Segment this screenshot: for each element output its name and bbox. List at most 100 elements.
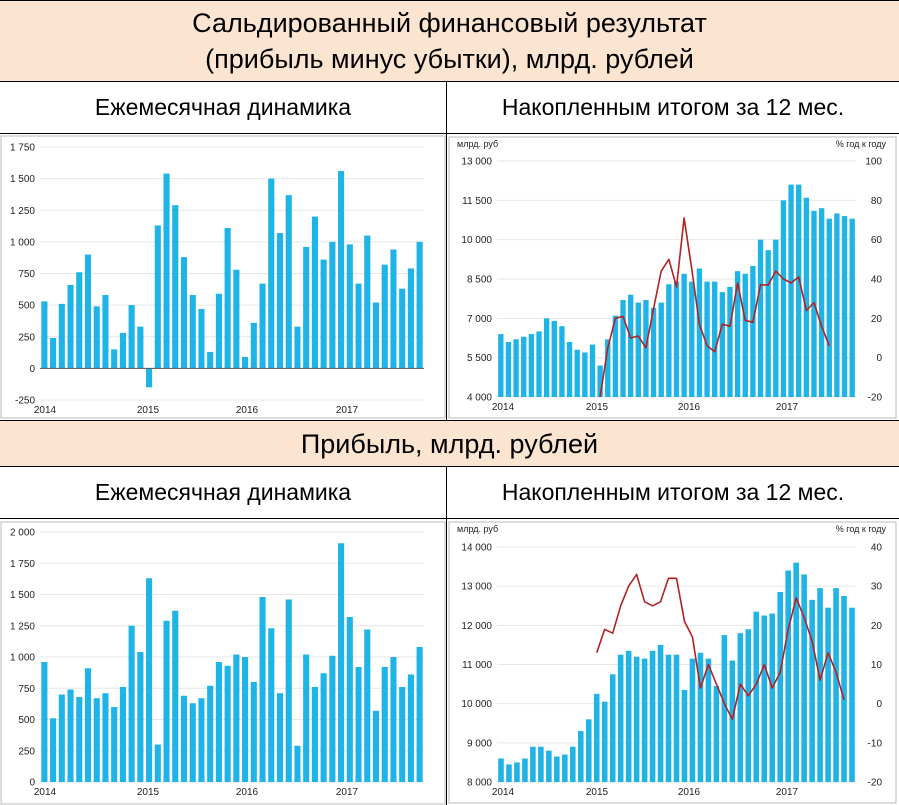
bar [522,758,528,782]
bar [189,703,196,782]
y-tick-label: 750 [18,269,35,280]
p2-subheader: Накопленным итогом за 12 мес. [447,82,899,134]
divider-bottom [446,467,447,805]
bar [681,273,687,397]
x-tick-label: 2014 [492,402,515,413]
bar [355,667,362,782]
bar [128,305,135,369]
bar [765,250,771,397]
bar [76,272,83,369]
bar [329,241,336,369]
top-header: Сальдированный финансовый результат (при… [0,0,899,82]
bar [355,283,362,369]
bar [719,292,726,397]
y-tick-label: 13 000 [461,157,492,168]
bar [338,543,345,782]
y-tick-label: 7 000 [467,314,492,325]
bar [834,213,840,397]
x-tick-label: 2016 [236,405,259,416]
bar [407,674,414,782]
bar [841,595,847,782]
bar [609,674,616,782]
bar [146,578,153,782]
x-tick-label: 2016 [678,787,701,798]
y-tick-label: 4 000 [467,393,492,404]
plot-frame [448,136,897,419]
bar [551,320,557,397]
bar [154,225,161,369]
y-tick-label: 11 500 [462,196,492,207]
y-tick-label: 1 500 [10,590,35,601]
bar [513,339,519,397]
bar [233,654,240,782]
bar [617,654,624,782]
y-tick-label: 1 750 [10,559,35,570]
bar [329,655,336,782]
p1-subheader: Ежемесячная динамика [0,82,446,134]
bar [750,265,756,397]
bar [154,744,161,782]
y2-tick-label: 0 [876,353,882,364]
y2-tick-label: 100 [865,157,882,168]
bar [407,268,414,369]
bar [712,281,718,397]
y-tick-label: 500 [18,301,35,312]
bar [498,758,504,782]
bar [303,654,310,782]
bar [780,200,787,397]
y2-tick-label: -10 [868,738,883,749]
bar [559,326,565,397]
yoy-growth-line [599,217,831,398]
bar [172,610,179,782]
bar [657,644,664,782]
bar [111,349,118,369]
bar [554,756,560,782]
bar [146,368,153,388]
y-tick-label: 250 [18,332,35,343]
bar [742,273,748,397]
y-tick-label: 0 [29,778,35,789]
bar [180,695,188,782]
bar [681,689,688,782]
bar [364,629,371,782]
y2-tick-label: -20 [868,393,883,404]
plot-frame [0,135,446,419]
bar [793,562,799,782]
bar [514,762,520,782]
bar [119,687,126,782]
bar [601,701,608,782]
y-tick-label: 0 [29,364,35,375]
bar [215,293,222,369]
bar [536,331,542,397]
bar [849,607,855,782]
bar [250,322,257,369]
bar [207,351,214,369]
bar [521,336,527,397]
y-tick-label: 1 250 [10,621,35,632]
x-tick-label: 2014 [34,405,57,416]
bar [689,281,695,397]
y-tick-label: 8 500 [467,275,492,286]
bar [605,339,611,397]
y-tick-label: 11 000 [462,660,492,671]
bar [163,173,170,369]
y2-tick-label: 20 [871,314,883,325]
bar [294,745,301,782]
bar [705,658,712,782]
bar [224,227,231,369]
y-tick-label: 12 000 [461,621,492,632]
bar [50,338,57,369]
bar [372,710,380,782]
bar [589,344,596,397]
bar [745,629,752,782]
bar [198,698,205,782]
bar [346,617,353,782]
bar [41,301,48,369]
bar [773,239,779,397]
bar [577,731,584,782]
mid-header-text: Прибыль, млрд. рублей [300,428,599,459]
bar [737,633,744,782]
bar [777,592,784,782]
divider-top [446,82,447,420]
bar [242,356,249,369]
